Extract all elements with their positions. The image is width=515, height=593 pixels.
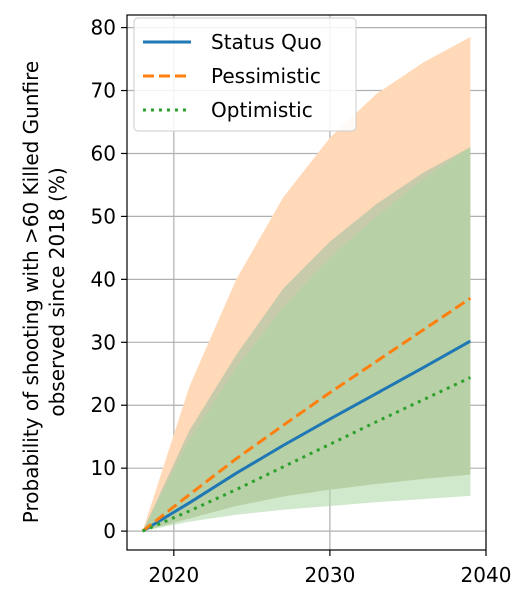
- y-axis-label-line1: Probability of shooting with >60 Killed …: [19, 61, 43, 523]
- y-tick-label: 0: [103, 519, 116, 543]
- series-line-pessimistic: [141, 296, 472, 533]
- y-tick-label: 30: [91, 330, 116, 354]
- legend: Status Quo Pessimistic Optimistic: [133, 17, 357, 132]
- x-tick-label: 2020: [148, 563, 199, 587]
- y-tick-label: 80: [91, 16, 116, 40]
- band-optimistic: [142, 147, 471, 532]
- y-axis-label: Probability of shooting with >60 Killed …: [19, 61, 69, 523]
- legend-label-optimistic: Optimistic: [211, 98, 313, 122]
- y-tick-label: 40: [91, 267, 116, 291]
- legend-label-status-quo: Status Quo: [211, 30, 322, 54]
- series-lines: [141, 296, 472, 533]
- legend-label-pessimistic: Pessimistic: [211, 64, 321, 88]
- confidence-bands: [142, 37, 471, 532]
- y-axis-label-line2: observed since 2018 (%): [45, 167, 69, 416]
- y-tick-label: 10: [91, 456, 116, 480]
- legend-box: [133, 17, 357, 132]
- y-tick-label: 20: [91, 393, 116, 417]
- x-tick-label: 2030: [304, 563, 355, 587]
- plot-frame: [126, 14, 487, 551]
- y-tick-label: 50: [91, 204, 116, 228]
- x-tick-label: 2040: [461, 563, 512, 587]
- series-line-status-quo: [141, 339, 472, 533]
- y-tick-label: 60: [91, 141, 116, 165]
- y-tick-label: 70: [91, 79, 116, 103]
